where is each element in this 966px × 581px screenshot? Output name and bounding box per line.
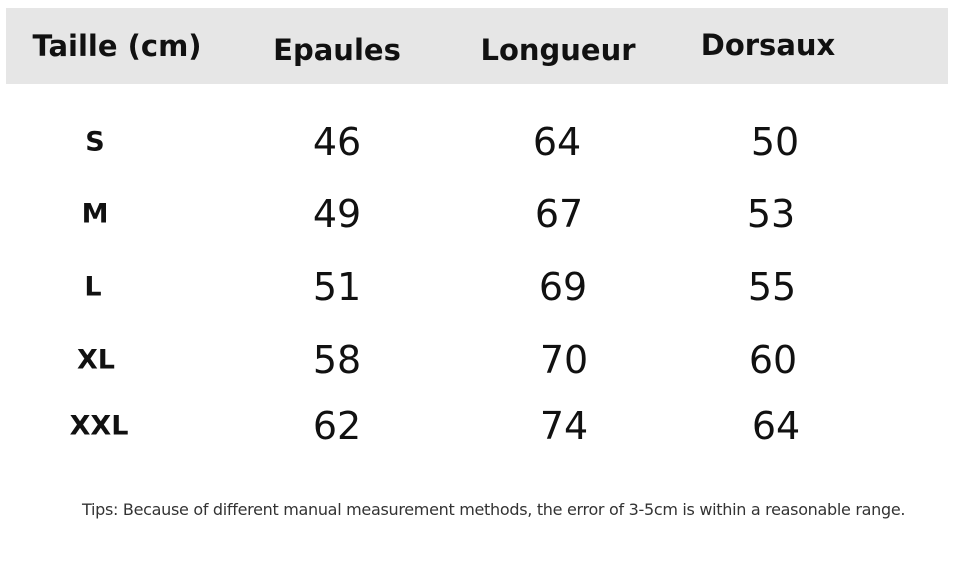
measurement-cell: 50 (750, 120, 800, 164)
column-header: Epaules (273, 33, 401, 67)
size-label: M (81, 198, 109, 230)
measurement-cell: 74 (539, 404, 589, 448)
measurement-cell: 49 (312, 192, 362, 236)
measurement-cell: 46 (312, 120, 362, 164)
measurement-cell: 62 (312, 404, 362, 448)
measurement-cell: 64 (532, 120, 582, 164)
column-header: Longueur (480, 33, 636, 67)
measurement-cell: 70 (539, 338, 589, 382)
size-label: XXL (69, 410, 129, 442)
size-label: S (85, 126, 105, 158)
measurement-cell: 67 (534, 192, 584, 236)
measurement-cell: 69 (538, 265, 588, 309)
column-header: Dorsaux (700, 28, 836, 62)
measurement-cell: 55 (747, 265, 797, 309)
column-header: Taille (cm) (32, 29, 202, 63)
table-header (6, 8, 948, 84)
measurement-cell: 58 (312, 338, 362, 382)
tips-note: Tips: Because of different manual measur… (82, 500, 906, 519)
measurement-cell: 60 (748, 338, 798, 382)
measurement-cell: 53 (746, 192, 796, 236)
measurement-cell: 64 (751, 404, 801, 448)
measurement-cell: 51 (312, 265, 362, 309)
size-label: L (84, 271, 102, 303)
size-label: XL (76, 344, 116, 376)
